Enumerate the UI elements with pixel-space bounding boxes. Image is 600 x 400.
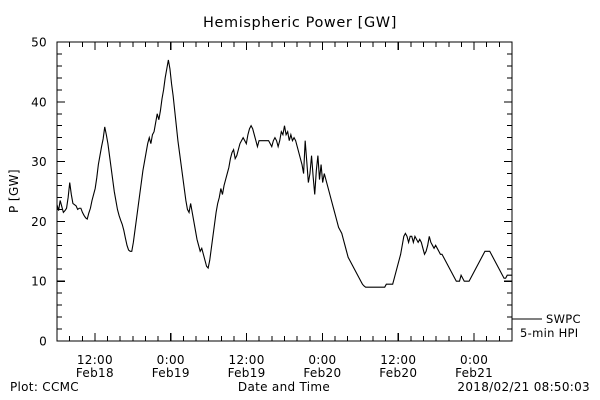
y-axis-minor-ticks [57, 53, 512, 330]
plot-frame [56, 41, 513, 342]
x-tick-label-time: 12:00 [229, 353, 265, 367]
x-tick-label-date: Feb19 [228, 366, 266, 380]
y-tick-label: 40 [31, 95, 47, 109]
x-tick-label-time: 12:00 [77, 353, 113, 367]
y-tick-label: 10 [31, 275, 47, 289]
legend: SWPC 5-min HPI [512, 312, 581, 340]
legend-label-sub: 5-min HPI [520, 326, 578, 340]
x-tick-label-date: Feb20 [303, 366, 341, 380]
chart-title: Hemispheric Power [GW] [203, 15, 397, 31]
series-line-swpc-5min-hpi [56, 59, 512, 288]
y-tick-label: 20 [31, 215, 47, 229]
x-tick-label-date: Feb20 [379, 366, 417, 380]
x-tick-label-time: 12:00 [380, 353, 416, 367]
x-tick-label-time: 0:00 [308, 353, 336, 367]
y-tick-label: 30 [31, 155, 47, 169]
x-axis-label: Date and Time [238, 380, 330, 394]
x-tick-label-date: Feb19 [152, 366, 190, 380]
x-axis-tick-labels: 12:00Feb180:00Feb1912:00Feb190:00Feb2012… [76, 353, 493, 380]
x-axis-major-ticks [94, 42, 475, 341]
generation-timestamp: 2018/02/21 08:50:03 [457, 380, 590, 394]
plot-credit: Plot: CCMC [10, 380, 79, 394]
x-tick-label-time: 0:00 [157, 353, 185, 367]
y-tick-label: 0 [39, 335, 47, 349]
x-tick-label-date: Feb18 [76, 366, 114, 380]
x-axis-minor-ticks [56, 42, 513, 341]
y-tick-label: 50 [31, 36, 47, 50]
y-axis-label: P [GW] [7, 169, 21, 213]
y-axis-major-ticks [57, 41, 512, 342]
x-tick-label-time: 0:00 [460, 353, 488, 367]
x-tick-label-date: Feb21 [455, 366, 493, 380]
y-axis-tick-labels: 0 10 20 30 40 50 [31, 36, 47, 349]
legend-label-name: SWPC [546, 312, 581, 326]
